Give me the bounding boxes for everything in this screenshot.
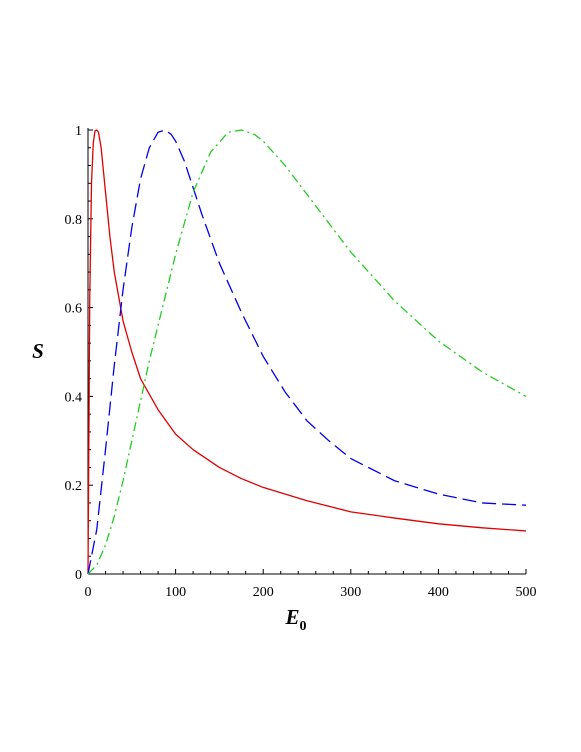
x-tick-label: 200: [253, 585, 274, 600]
x-tick-label: 500: [516, 585, 537, 600]
x-tick-label: 0: [85, 585, 92, 600]
y-tick-label: 0.8: [65, 213, 83, 228]
y-tick-label: 0.6: [65, 302, 83, 317]
series-line-2: [87, 129, 527, 575]
ticks: 0 100 200 300 400 500 0 0.2 0.4 0.6 0.8 1: [65, 124, 537, 600]
x-tick-label: 300: [340, 585, 361, 600]
y-tick-label: 0: [75, 568, 82, 583]
y-tick-label: 0.2: [65, 479, 83, 494]
series-line-3: [87, 129, 527, 575]
x-tick-label: 100: [165, 585, 186, 600]
x-tick-label: 400: [428, 585, 449, 600]
x-axis-label-subscript: 0: [300, 619, 307, 634]
series-group: [87, 129, 527, 575]
y-tick-label: 0.4: [65, 390, 83, 405]
series-line-1: [87, 129, 527, 575]
x-axis-label: E0: [284, 605, 306, 634]
y-tick-label: 1: [75, 124, 82, 139]
x-axis-label-main: E: [284, 605, 299, 629]
y-axis-label: S: [32, 339, 44, 363]
